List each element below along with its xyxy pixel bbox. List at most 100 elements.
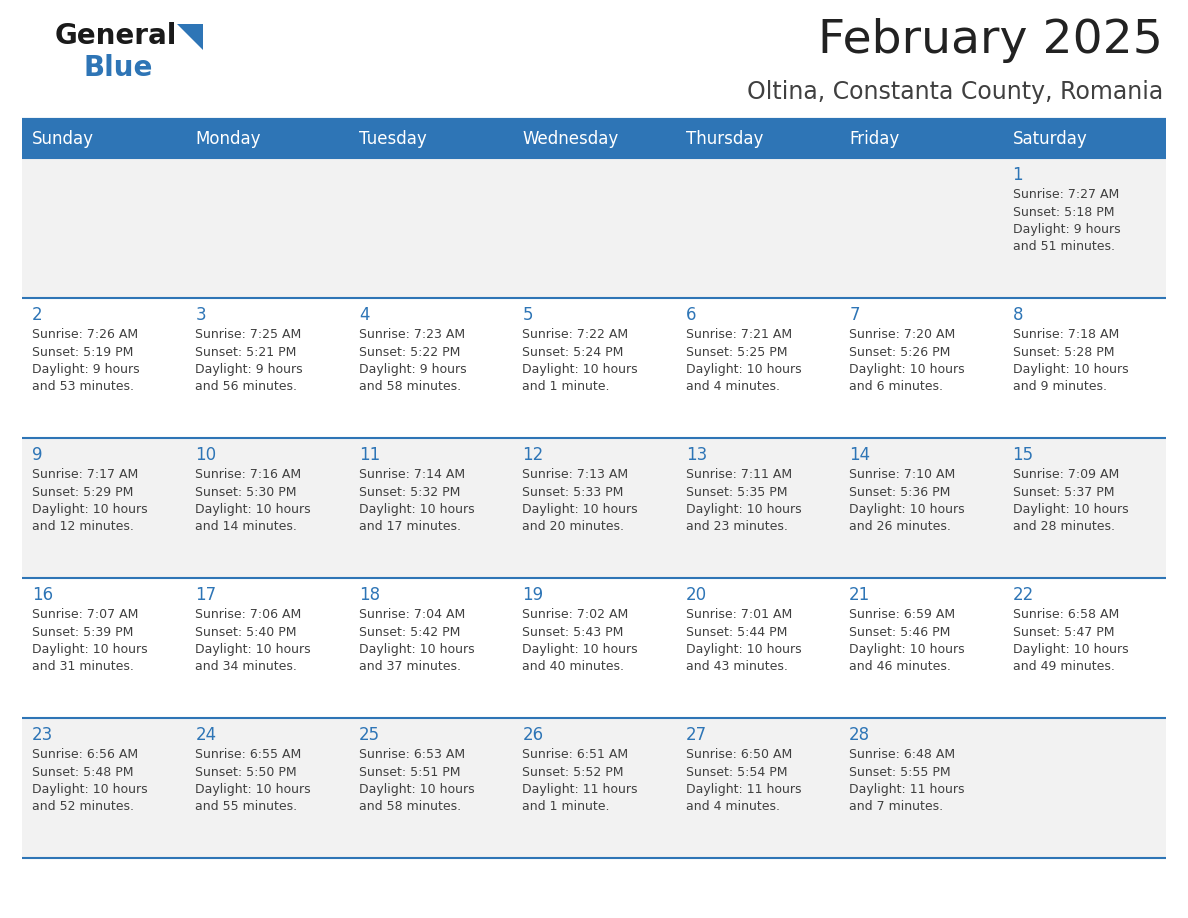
Text: 25: 25 xyxy=(359,726,380,744)
Bar xyxy=(1003,438,1165,578)
Bar xyxy=(512,718,676,858)
Text: Sunrise: 7:26 AM
Sunset: 5:19 PM
Daylight: 9 hours
and 53 minutes.: Sunrise: 7:26 AM Sunset: 5:19 PM Dayligh… xyxy=(32,328,140,394)
Text: 18: 18 xyxy=(359,586,380,604)
Text: 12: 12 xyxy=(523,446,544,464)
Text: Sunrise: 7:09 AM
Sunset: 5:37 PM
Daylight: 10 hours
and 28 minutes.: Sunrise: 7:09 AM Sunset: 5:37 PM Dayligh… xyxy=(1012,468,1129,533)
Bar xyxy=(23,438,185,578)
Text: Saturday: Saturday xyxy=(1012,130,1087,148)
Text: Sunrise: 7:06 AM
Sunset: 5:40 PM
Daylight: 10 hours
and 34 minutes.: Sunrise: 7:06 AM Sunset: 5:40 PM Dayligh… xyxy=(196,608,311,674)
Bar xyxy=(349,718,512,858)
Bar xyxy=(839,158,1003,298)
Text: Sunrise: 7:13 AM
Sunset: 5:33 PM
Daylight: 10 hours
and 20 minutes.: Sunrise: 7:13 AM Sunset: 5:33 PM Dayligh… xyxy=(523,468,638,533)
Bar xyxy=(676,438,839,578)
Bar xyxy=(23,578,185,718)
Text: 19: 19 xyxy=(523,586,543,604)
Text: Sunrise: 6:55 AM
Sunset: 5:50 PM
Daylight: 10 hours
and 55 minutes.: Sunrise: 6:55 AM Sunset: 5:50 PM Dayligh… xyxy=(196,748,311,813)
Text: 8: 8 xyxy=(1012,306,1023,324)
Text: February 2025: February 2025 xyxy=(819,18,1163,63)
Text: 21: 21 xyxy=(849,586,871,604)
Text: 7: 7 xyxy=(849,306,860,324)
Text: General: General xyxy=(55,22,177,50)
Text: Sunday: Sunday xyxy=(32,130,94,148)
Text: 22: 22 xyxy=(1012,586,1034,604)
Bar xyxy=(676,158,839,298)
Text: 20: 20 xyxy=(685,586,707,604)
Text: 17: 17 xyxy=(196,586,216,604)
Text: Sunrise: 7:01 AM
Sunset: 5:44 PM
Daylight: 10 hours
and 43 minutes.: Sunrise: 7:01 AM Sunset: 5:44 PM Dayligh… xyxy=(685,608,802,674)
Bar xyxy=(676,578,839,718)
Bar xyxy=(839,298,1003,438)
Polygon shape xyxy=(177,24,203,50)
Text: Monday: Monday xyxy=(196,130,261,148)
Bar xyxy=(512,578,676,718)
Bar xyxy=(1003,298,1165,438)
Bar xyxy=(512,120,676,158)
Bar xyxy=(185,120,349,158)
Text: 27: 27 xyxy=(685,726,707,744)
Text: 24: 24 xyxy=(196,726,216,744)
Text: Sunrise: 7:20 AM
Sunset: 5:26 PM
Daylight: 10 hours
and 6 minutes.: Sunrise: 7:20 AM Sunset: 5:26 PM Dayligh… xyxy=(849,328,965,394)
Text: 10: 10 xyxy=(196,446,216,464)
Text: Sunrise: 7:23 AM
Sunset: 5:22 PM
Daylight: 9 hours
and 58 minutes.: Sunrise: 7:23 AM Sunset: 5:22 PM Dayligh… xyxy=(359,328,467,394)
Bar xyxy=(185,578,349,718)
Text: 14: 14 xyxy=(849,446,871,464)
Text: 5: 5 xyxy=(523,306,532,324)
Bar xyxy=(512,158,676,298)
Bar xyxy=(23,718,185,858)
Bar xyxy=(839,438,1003,578)
Text: Sunrise: 6:58 AM
Sunset: 5:47 PM
Daylight: 10 hours
and 49 minutes.: Sunrise: 6:58 AM Sunset: 5:47 PM Dayligh… xyxy=(1012,608,1129,674)
Bar xyxy=(1003,120,1165,158)
Bar xyxy=(349,578,512,718)
Text: 11: 11 xyxy=(359,446,380,464)
Bar xyxy=(23,120,185,158)
Text: 28: 28 xyxy=(849,726,871,744)
Bar xyxy=(676,120,839,158)
Bar xyxy=(839,578,1003,718)
Text: Sunrise: 7:25 AM
Sunset: 5:21 PM
Daylight: 9 hours
and 56 minutes.: Sunrise: 7:25 AM Sunset: 5:21 PM Dayligh… xyxy=(196,328,303,394)
Bar xyxy=(185,718,349,858)
Text: 16: 16 xyxy=(32,586,53,604)
Bar xyxy=(349,158,512,298)
Text: Sunrise: 7:22 AM
Sunset: 5:24 PM
Daylight: 10 hours
and 1 minute.: Sunrise: 7:22 AM Sunset: 5:24 PM Dayligh… xyxy=(523,328,638,394)
Text: Sunrise: 6:53 AM
Sunset: 5:51 PM
Daylight: 10 hours
and 58 minutes.: Sunrise: 6:53 AM Sunset: 5:51 PM Dayligh… xyxy=(359,748,474,813)
Bar xyxy=(349,120,512,158)
Text: 4: 4 xyxy=(359,306,369,324)
Bar xyxy=(1003,158,1165,298)
Bar xyxy=(23,298,185,438)
Bar xyxy=(23,158,185,298)
Bar xyxy=(512,298,676,438)
Bar xyxy=(185,298,349,438)
Text: 9: 9 xyxy=(32,446,43,464)
Text: Wednesday: Wednesday xyxy=(523,130,619,148)
Text: Sunrise: 6:51 AM
Sunset: 5:52 PM
Daylight: 11 hours
and 1 minute.: Sunrise: 6:51 AM Sunset: 5:52 PM Dayligh… xyxy=(523,748,638,813)
Text: 26: 26 xyxy=(523,726,543,744)
Bar xyxy=(185,158,349,298)
Text: Sunrise: 7:27 AM
Sunset: 5:18 PM
Daylight: 9 hours
and 51 minutes.: Sunrise: 7:27 AM Sunset: 5:18 PM Dayligh… xyxy=(1012,188,1120,253)
Text: Sunrise: 6:59 AM
Sunset: 5:46 PM
Daylight: 10 hours
and 46 minutes.: Sunrise: 6:59 AM Sunset: 5:46 PM Dayligh… xyxy=(849,608,965,674)
Text: Sunrise: 6:50 AM
Sunset: 5:54 PM
Daylight: 11 hours
and 4 minutes.: Sunrise: 6:50 AM Sunset: 5:54 PM Dayligh… xyxy=(685,748,801,813)
Text: 6: 6 xyxy=(685,306,696,324)
Bar xyxy=(676,298,839,438)
Text: 1: 1 xyxy=(1012,166,1023,184)
Text: Blue: Blue xyxy=(83,54,152,82)
Text: Friday: Friday xyxy=(849,130,899,148)
Bar xyxy=(839,120,1003,158)
Bar xyxy=(349,438,512,578)
Bar xyxy=(349,298,512,438)
Text: Sunrise: 7:16 AM
Sunset: 5:30 PM
Daylight: 10 hours
and 14 minutes.: Sunrise: 7:16 AM Sunset: 5:30 PM Dayligh… xyxy=(196,468,311,533)
Text: Sunrise: 6:56 AM
Sunset: 5:48 PM
Daylight: 10 hours
and 52 minutes.: Sunrise: 6:56 AM Sunset: 5:48 PM Dayligh… xyxy=(32,748,147,813)
Bar xyxy=(512,438,676,578)
Text: Sunrise: 7:02 AM
Sunset: 5:43 PM
Daylight: 10 hours
and 40 minutes.: Sunrise: 7:02 AM Sunset: 5:43 PM Dayligh… xyxy=(523,608,638,674)
Text: Sunrise: 7:17 AM
Sunset: 5:29 PM
Daylight: 10 hours
and 12 minutes.: Sunrise: 7:17 AM Sunset: 5:29 PM Dayligh… xyxy=(32,468,147,533)
Text: 3: 3 xyxy=(196,306,206,324)
Text: 15: 15 xyxy=(1012,446,1034,464)
Text: Sunrise: 7:07 AM
Sunset: 5:39 PM
Daylight: 10 hours
and 31 minutes.: Sunrise: 7:07 AM Sunset: 5:39 PM Dayligh… xyxy=(32,608,147,674)
Text: Thursday: Thursday xyxy=(685,130,763,148)
Bar xyxy=(185,438,349,578)
Text: 2: 2 xyxy=(32,306,43,324)
Text: Oltina, Constanta County, Romania: Oltina, Constanta County, Romania xyxy=(747,80,1163,104)
Text: Sunrise: 7:14 AM
Sunset: 5:32 PM
Daylight: 10 hours
and 17 minutes.: Sunrise: 7:14 AM Sunset: 5:32 PM Dayligh… xyxy=(359,468,474,533)
Text: Sunrise: 7:10 AM
Sunset: 5:36 PM
Daylight: 10 hours
and 26 minutes.: Sunrise: 7:10 AM Sunset: 5:36 PM Dayligh… xyxy=(849,468,965,533)
Text: 23: 23 xyxy=(32,726,53,744)
Bar xyxy=(1003,718,1165,858)
